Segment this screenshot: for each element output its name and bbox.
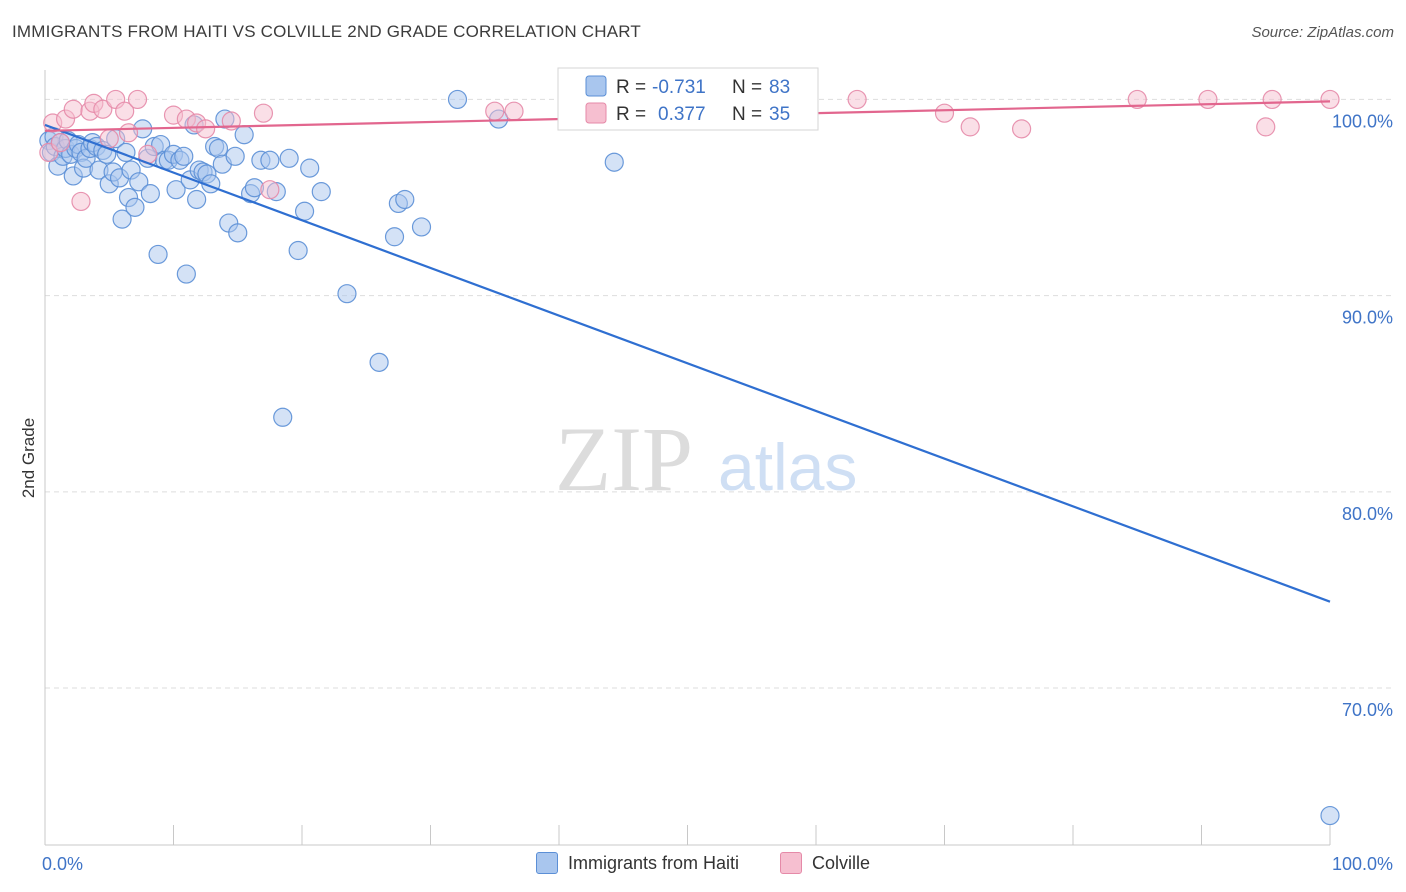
legend-swatch-haiti [535, 852, 558, 874]
svg-text:R = -0.731 N =: R = -0.731 N = 83 [616, 77, 790, 98]
colville-point-5 [71, 191, 91, 212]
haiti-point-53 [208, 138, 229, 159]
stats-r-value-haiti: -0.731 [652, 77, 706, 98]
haiti-point-66 [279, 148, 299, 168]
colville-point-30 [1198, 89, 1218, 110]
haiti-point-75 [395, 189, 415, 210]
colville-point-32 [1262, 89, 1282, 110]
stats-n-label-haiti: N = [732, 77, 762, 98]
legend-label-haiti: Immigrants from Haiti [567, 852, 739, 873]
legend-item-colville: Colville [780, 852, 870, 874]
legend-swatch-colville [780, 852, 802, 874]
series-colville-points [39, 89, 1340, 212]
colville-point-28 [1011, 119, 1032, 139]
colville-point-26 [934, 103, 955, 123]
colville-point-29 [1127, 89, 1147, 110]
x-tick-label-max: 100.0% [1332, 854, 1393, 874]
haiti-point-70 [311, 182, 331, 202]
colville-point-27 [960, 117, 980, 137]
haiti-point-57 [225, 146, 245, 166]
series-haiti-points [39, 89, 1340, 826]
haiti-point-59 [234, 125, 254, 145]
chart-title: IMMIGRANTS FROM HAITI VS COLVILLE 2ND GR… [12, 22, 642, 41]
haiti-point-68 [294, 201, 315, 221]
x-tick-labels: 0.0% 100.0% [42, 854, 1393, 874]
haiti-point-65 [273, 407, 293, 427]
colville-point-21 [485, 101, 505, 121]
watermark-atlas: atlas [718, 430, 857, 504]
haiti-point-76 [411, 217, 432, 237]
colville-point-31 [1256, 117, 1276, 137]
x-tick-label-min: 0.0% [42, 854, 83, 874]
axes [44, 70, 1331, 846]
legend-label-colville: Colville [812, 852, 871, 873]
stats-swatch-haiti [585, 75, 607, 97]
stats-n-label-colville: N = [732, 104, 762, 125]
colville-point-11 [115, 101, 135, 121]
colville-point-2 [50, 132, 71, 153]
haiti-point-47 [187, 189, 207, 210]
haiti-point-44 [176, 264, 196, 284]
legend-item-haiti: Immigrants from Haiti [535, 852, 739, 874]
haiti-point-43 [174, 146, 194, 166]
colville-point-18 [196, 119, 216, 139]
haiti-point-41 [166, 180, 186, 200]
haiti-point-80 [1320, 805, 1340, 826]
stats-r-label-haiti: R = [616, 77, 646, 98]
colville-point-34 [260, 180, 280, 200]
source-label: Source: ZipAtlas.com [1251, 24, 1394, 41]
haiti-point-30 [125, 197, 145, 217]
haiti-point-71 [337, 284, 357, 304]
svg-text:R = 0.377 N =: R = 0.377 N = 35 [616, 104, 790, 125]
y-axis-label: 2nd Grade [19, 418, 38, 498]
colville-point-13 [127, 89, 148, 110]
y-tick-label-70: 70.0% [1342, 700, 1393, 720]
colville-point-20 [253, 103, 274, 123]
y-tick-labels: 70.0% 80.0% 90.0% 100.0% [1332, 111, 1393, 720]
colville-point-25 [847, 89, 867, 110]
haiti-point-63 [260, 150, 280, 170]
stats-n-value-colville: 35 [769, 104, 790, 125]
stats-n-value-haiti: 83 [769, 77, 790, 98]
haiti-point-58 [228, 223, 248, 243]
haiti-point-79 [604, 152, 624, 172]
colville-point-12 [118, 123, 139, 143]
colville-point-8 [93, 99, 113, 119]
y-tick-label-90: 90.0% [1342, 308, 1393, 328]
haiti-point-73 [384, 227, 405, 247]
y-tick-label-100: 100.0% [1332, 111, 1393, 131]
y-tick-label-80: 80.0% [1342, 504, 1393, 524]
haiti-point-31 [129, 172, 149, 192]
stats-r-label-colville: R = [616, 104, 646, 125]
colville-point-33 [1320, 89, 1340, 110]
watermark-zip: ZIP [555, 408, 693, 510]
bottom-legend: Immigrants from Haiti Colville [0, 852, 1406, 879]
colville-point-9 [99, 129, 119, 149]
haiti-point-36 [148, 244, 168, 265]
haiti-point-26 [112, 209, 132, 229]
stats-swatch-colville [585, 102, 607, 124]
trend-lines [44, 100, 1331, 603]
haiti-point-72 [369, 352, 389, 372]
colville-point-22 [504, 101, 524, 121]
stats-r-value-colville: 0.377 [658, 104, 706, 125]
haiti-point-77 [447, 89, 468, 110]
trend-line-haiti [44, 123, 1331, 603]
haiti-point-69 [300, 158, 320, 178]
colville-point-4 [63, 99, 83, 119]
haiti-point-34 [140, 184, 160, 204]
stats-legend: R = -0.731 N = 83 R = 0.377 N = 35 [557, 67, 819, 131]
haiti-point-67 [288, 240, 308, 261]
